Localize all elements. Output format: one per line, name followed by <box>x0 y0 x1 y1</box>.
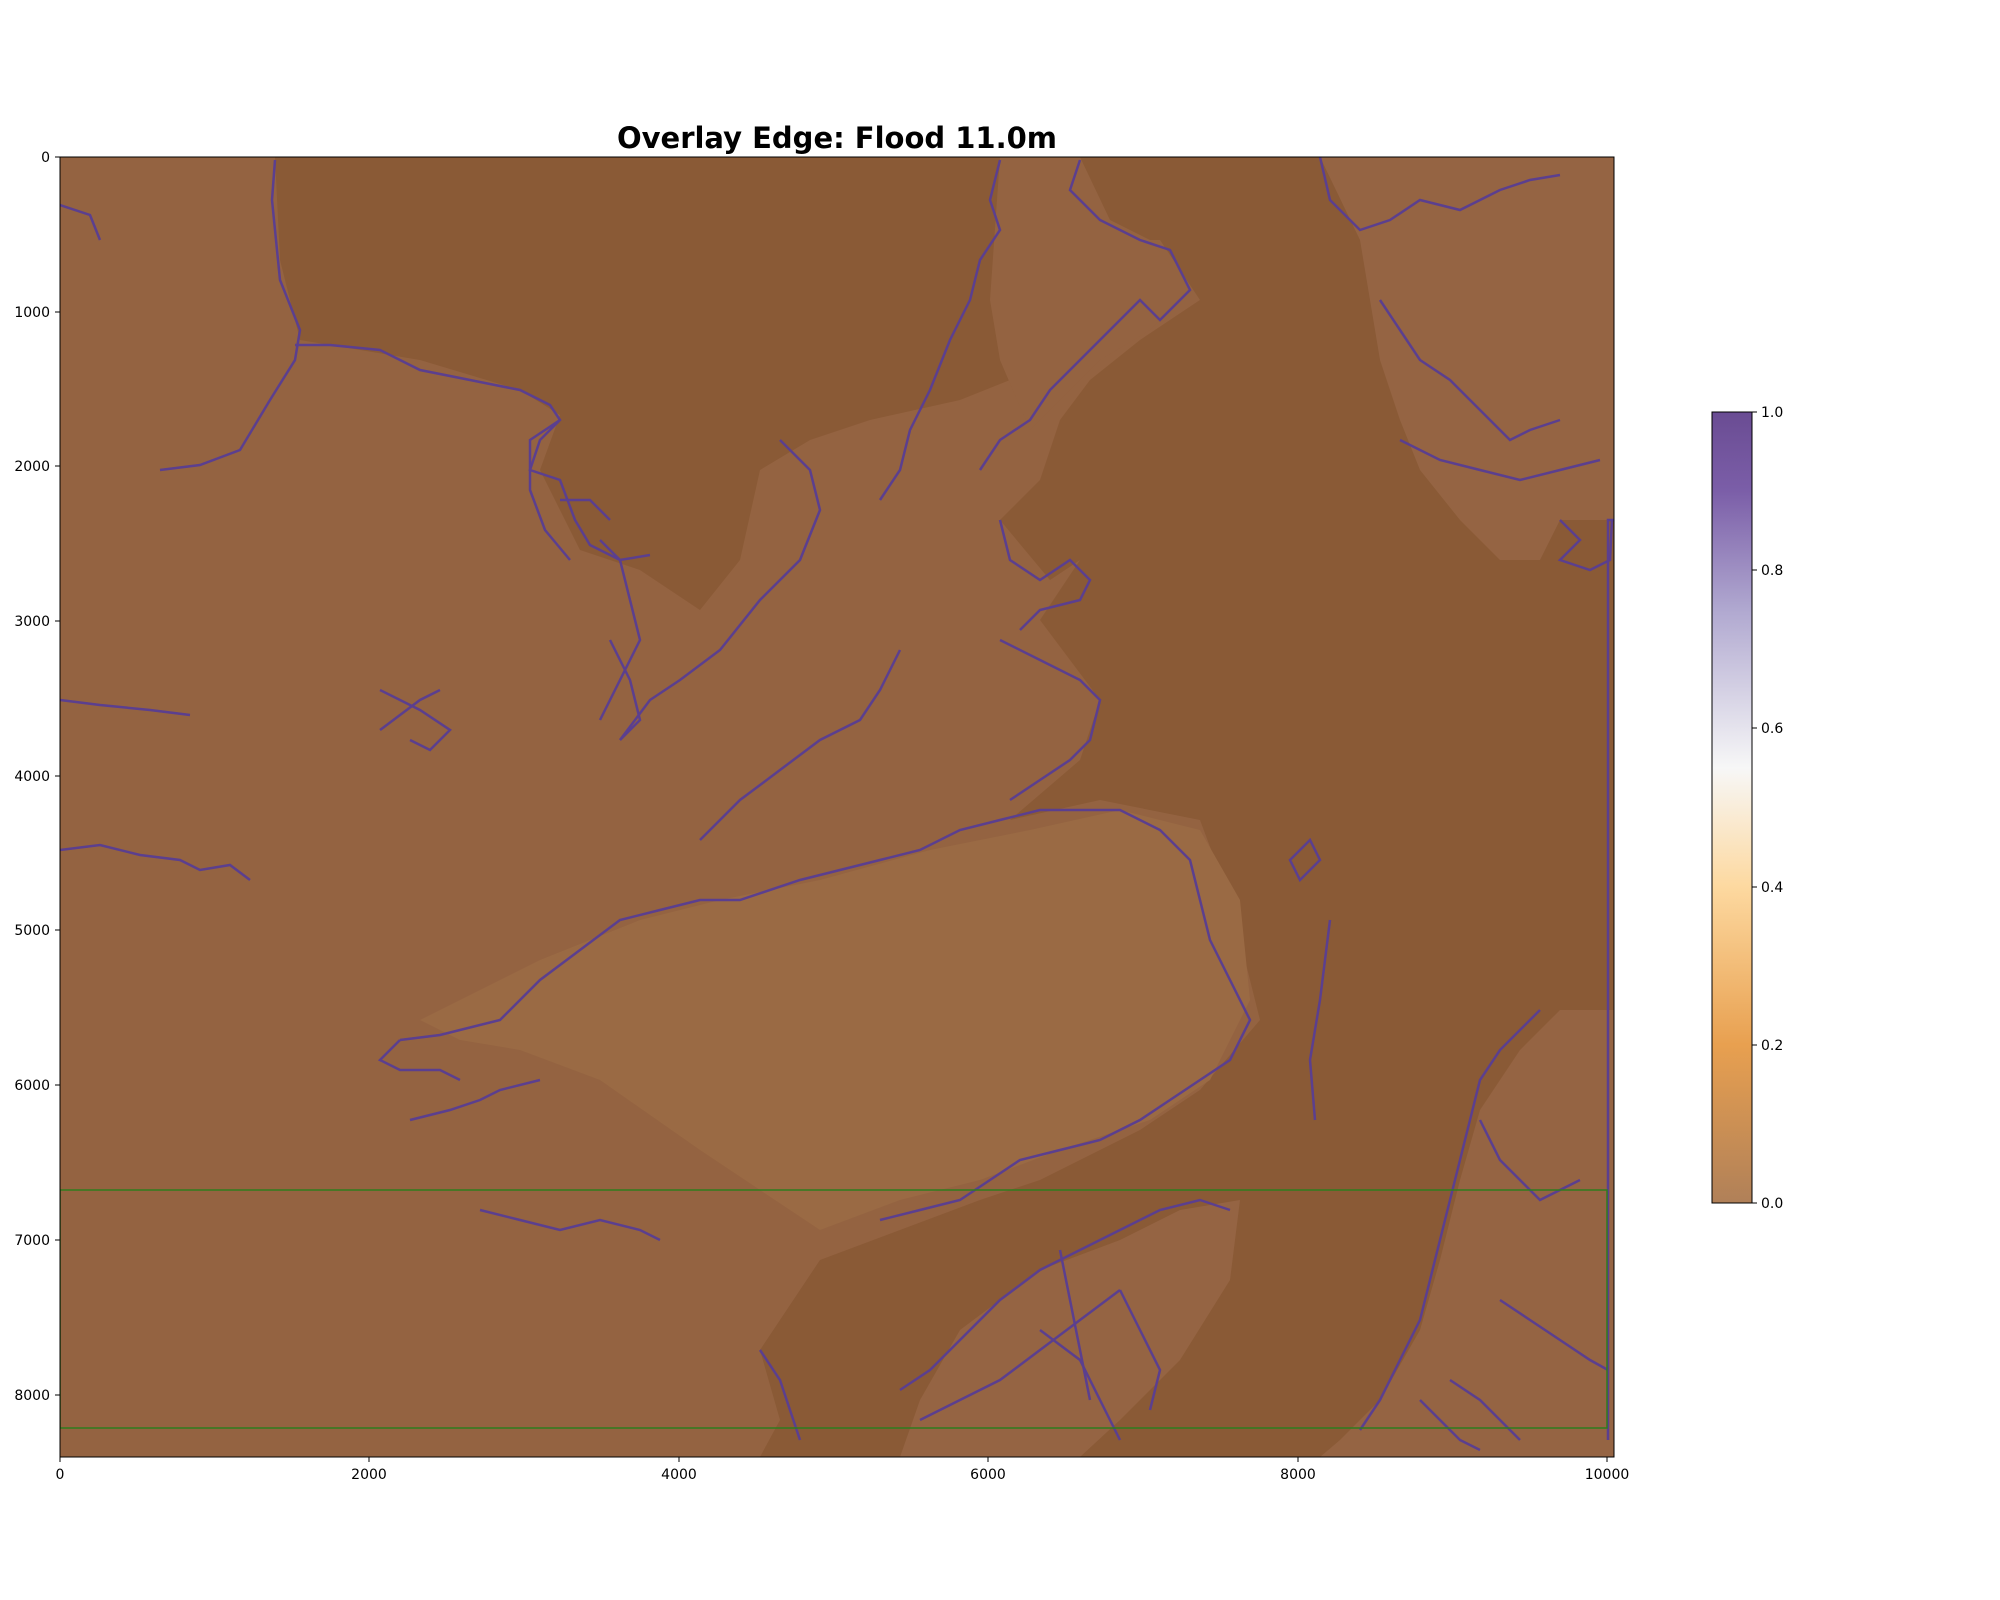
land-top-mid <box>990 157 1190 430</box>
y-tick-label: 6000 <box>14 1078 50 1094</box>
colorbar-tick-label: 0.6 <box>1761 721 1783 737</box>
axes-frame <box>59 156 1615 1458</box>
colorbar-tick-label: 0.4 <box>1761 880 1783 896</box>
y-tick-label: 2000 <box>14 459 50 475</box>
x-tick-label: 0 <box>56 1467 65 1483</box>
map-image <box>60 157 1614 1457</box>
x-tick-label: 6000 <box>970 1467 1006 1483</box>
y-tick-label: 5000 <box>14 923 50 939</box>
x-tick-label: 8000 <box>1280 1467 1316 1483</box>
y-tick-label: 3000 <box>14 614 50 630</box>
x-tick-label: 10000 <box>1585 1467 1630 1483</box>
x-axis: 0 2000 4000 6000 8000 10000 <box>56 1457 1630 1483</box>
land-top-right <box>1320 157 1614 560</box>
land-bottom-right <box>1320 1010 1614 1457</box>
y-tick-label: 0 <box>41 150 50 166</box>
colorbar-gradient <box>1711 411 1753 1204</box>
y-axis: 0 1000 2000 3000 4000 5000 6000 7000 800… <box>14 150 60 1404</box>
roi-box <box>60 1189 1608 1429</box>
colorbar-tick-label: 0.2 <box>1761 1038 1783 1054</box>
y-tick-label: 8000 <box>14 1388 50 1404</box>
x-tick-label: 4000 <box>661 1467 697 1483</box>
colorbar-tick-label: 0.8 <box>1761 563 1783 579</box>
land-center <box>420 810 1250 1230</box>
colorbar-tick-label: 0.0 <box>1761 1196 1783 1212</box>
colorbar-tick-label: 1.0 <box>1761 405 1783 421</box>
chart-title: Overlay Edge: Flood 11.0m <box>617 121 1057 155</box>
y-tick-label: 7000 <box>14 1233 50 1249</box>
y-tick-label: 4000 <box>14 769 50 785</box>
flood-edges <box>60 157 1614 1452</box>
colorbar: 0.0 0.2 0.4 0.6 0.8 1.0 <box>1711 405 1783 1212</box>
y-tick-label: 1000 <box>14 305 50 321</box>
x-tick-label: 2000 <box>351 1467 387 1483</box>
